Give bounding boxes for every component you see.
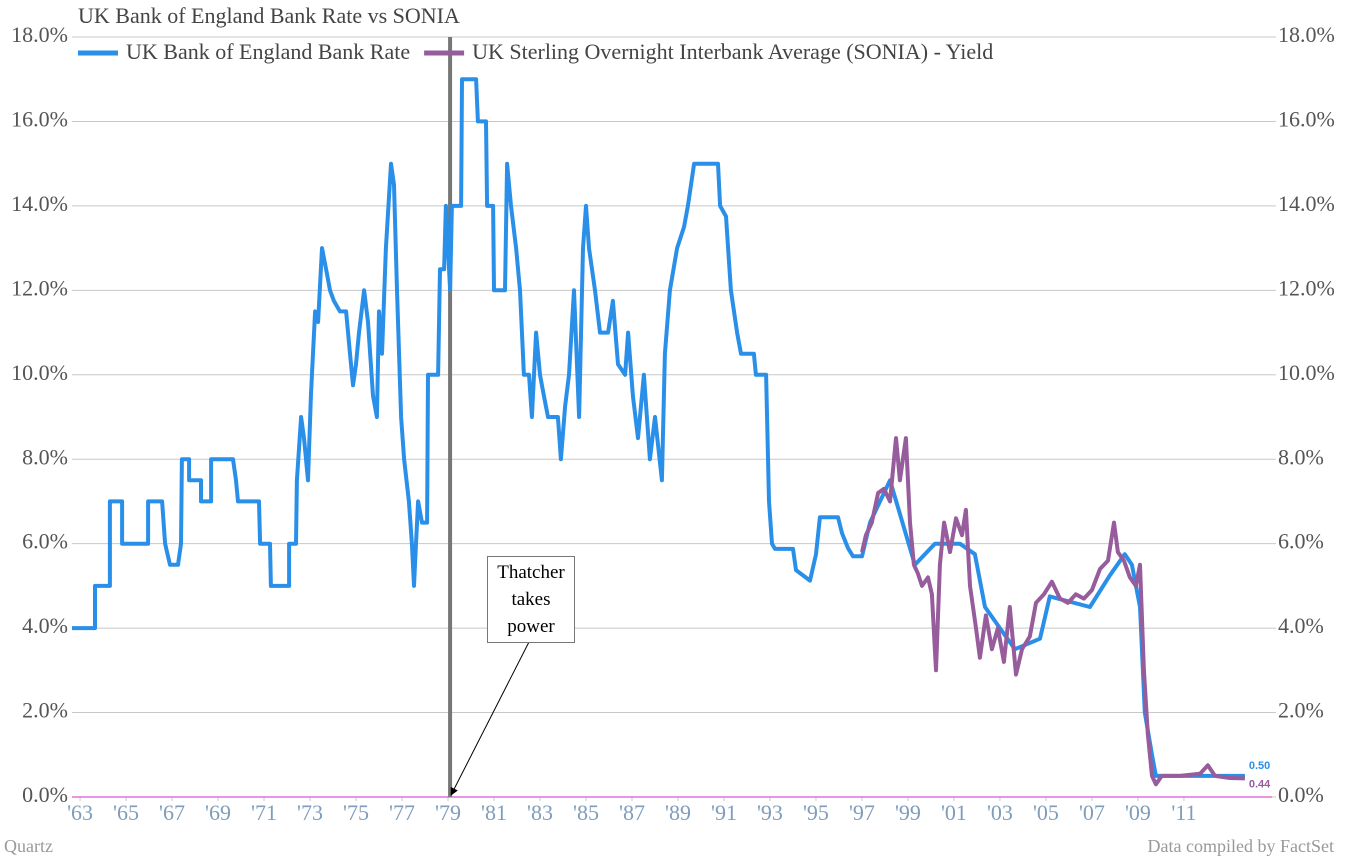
y-tick-label: 4.0%: [22, 613, 68, 638]
y-tick-label: 12.0%: [11, 275, 68, 300]
y-tick-label: 10.0%: [11, 360, 68, 385]
x-tick-label: '09: [1125, 800, 1151, 825]
y-tick-label: 14.0%: [11, 191, 68, 216]
y-tick-label: 18.0%: [11, 22, 68, 47]
x-tick-label: '71: [251, 800, 277, 825]
x-tick-label: '87: [619, 800, 645, 825]
source-right: Data compiled by FactSet: [1148, 836, 1334, 856]
y2-tick-label: 16.0%: [1278, 106, 1335, 131]
x-tick-label: '99: [895, 800, 921, 825]
series-line: [860, 436, 1245, 787]
y2-tick-label: 14.0%: [1278, 191, 1335, 216]
x-tick-label: '97: [849, 800, 875, 825]
x-tick-label: '69: [205, 800, 231, 825]
x-tick-label: '89: [665, 800, 691, 825]
x-tick-label: '85: [573, 800, 599, 825]
y-tick-label: 2.0%: [22, 698, 68, 723]
x-tick-label: '05: [1033, 800, 1059, 825]
chart-title: UK Bank of England Bank Rate vs SONIA: [78, 3, 460, 28]
series-line: [72, 77, 1245, 778]
end-label: 0.50: [1249, 760, 1270, 772]
x-tick-label: '77: [389, 800, 415, 825]
source-left: Quartz: [4, 836, 53, 856]
x-tick-label: '75: [343, 800, 369, 825]
legend-label: UK Bank of England Bank Rate: [126, 39, 410, 64]
legend-label: UK Sterling Overnight Interbank Average …: [472, 39, 993, 64]
y2-tick-label: 4.0%: [1278, 613, 1324, 638]
end-label: 0.44: [1249, 778, 1271, 790]
x-tick-label: '07: [1079, 800, 1105, 825]
x-tick-label: '83: [527, 800, 553, 825]
y-tick-label: 16.0%: [11, 106, 68, 131]
annotation-arrow: [450, 639, 531, 796]
x-tick-label: '65: [113, 800, 139, 825]
y2-tick-label: 12.0%: [1278, 275, 1335, 300]
y-tick-label: 6.0%: [22, 529, 68, 554]
x-tick-label: '95: [803, 800, 829, 825]
y2-tick-label: 8.0%: [1278, 444, 1324, 469]
y-tick-label: 8.0%: [22, 444, 68, 469]
x-tick-label: '93: [757, 800, 783, 825]
y2-tick-label: 6.0%: [1278, 529, 1324, 554]
x-tick-label: '11: [1171, 800, 1196, 825]
x-tick-label: '63: [67, 800, 93, 825]
x-tick-label: '81: [481, 800, 507, 825]
x-tick-label: '67: [159, 800, 185, 825]
y-tick-label: 0.0%: [22, 782, 68, 807]
y2-tick-label: 2.0%: [1278, 698, 1324, 723]
y2-tick-label: 10.0%: [1278, 360, 1335, 385]
x-tick-label: '03: [987, 800, 1013, 825]
y2-tick-label: 18.0%: [1278, 22, 1335, 47]
x-tick-label: '79: [435, 800, 461, 825]
x-tick-label: '91: [711, 800, 737, 825]
annotation: Thatcher takes power: [487, 556, 575, 643]
x-tick-label: '01: [941, 800, 967, 825]
x-tick-label: '73: [297, 800, 323, 825]
y2-tick-label: 0.0%: [1278, 782, 1324, 807]
